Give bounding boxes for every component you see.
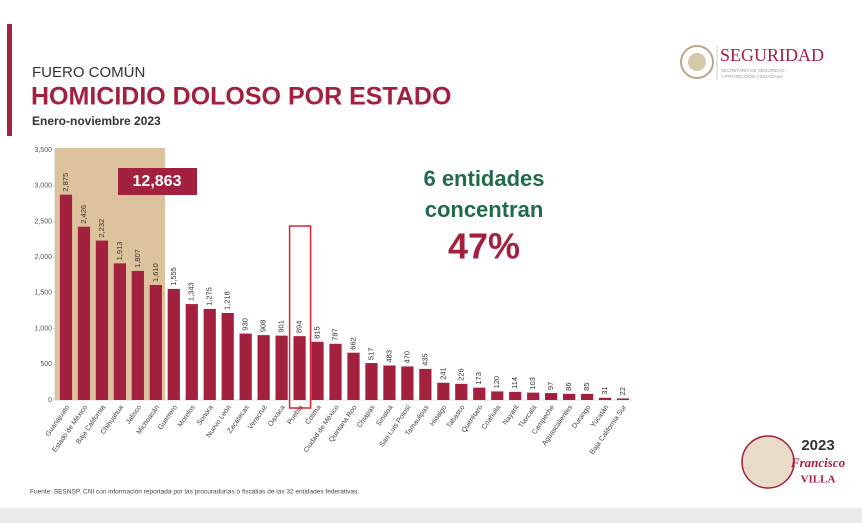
- value-label: 31: [600, 386, 609, 394]
- value-label: 787: [331, 328, 340, 341]
- logo-name: SEGURIDAD: [720, 45, 824, 65]
- annotation-box: [118, 168, 197, 195]
- value-label: 901: [277, 320, 286, 333]
- bar: [365, 363, 378, 400]
- value-label: 1,343: [187, 282, 196, 301]
- bar: [77, 226, 91, 400]
- value-label: 1,610: [151, 263, 160, 282]
- bar: [616, 398, 630, 400]
- emblem: [680, 45, 714, 79]
- bar: [491, 391, 504, 400]
- annotation: 6 entidades: [423, 166, 544, 191]
- value-label: 435: [420, 353, 429, 366]
- value-label: 930: [241, 318, 250, 331]
- kicker: FUERO COMÚN: [32, 64, 145, 81]
- highlight-outline: [288, 225, 312, 409]
- value-label: 2,875: [61, 173, 70, 192]
- y-tick-label: 2,500: [34, 218, 52, 225]
- subtitle: Enero-noviembre 2023: [32, 114, 161, 128]
- value-label: 1,275: [205, 287, 214, 306]
- bar: [419, 368, 432, 400]
- bar: [113, 263, 126, 400]
- emblem-center: [688, 53, 706, 71]
- value-label: 1,807: [133, 249, 142, 268]
- annotation: 12,863: [133, 173, 182, 190]
- bar: [509, 391, 522, 400]
- value-label: 22: [618, 387, 627, 395]
- y-tick-label: 1,500: [34, 290, 52, 297]
- value-label: 173: [474, 372, 483, 385]
- value-label: 86: [564, 383, 573, 391]
- bar: [239, 333, 252, 400]
- bar: [329, 343, 342, 400]
- annotation: 47%: [448, 226, 520, 267]
- y-tick-label: 3,500: [34, 147, 52, 154]
- bar: [221, 313, 234, 400]
- value-label: 662: [348, 337, 357, 350]
- value-label: 1,913: [115, 242, 124, 261]
- bar: [580, 393, 594, 400]
- bar: [311, 341, 324, 400]
- bar: [383, 365, 396, 400]
- value-label: 517: [366, 348, 375, 361]
- y-tick-label: 2,000: [34, 254, 52, 261]
- value-label: 894: [295, 321, 304, 334]
- badge-year: 2023: [801, 437, 834, 454]
- value-label: 815: [313, 326, 322, 339]
- bar: [257, 335, 270, 400]
- bar: [167, 288, 180, 400]
- value-label: 226: [456, 368, 465, 381]
- logo: SEGURIDAD SECRETARÍA DE SEGURIDAD Y PROT…: [680, 45, 824, 80]
- bar: [149, 285, 162, 400]
- badge-name: Francisco: [790, 455, 846, 470]
- bar: [185, 304, 198, 400]
- badge-portrait: [741, 435, 795, 489]
- logo-line: SECRETARÍA DE SEGURIDAD: [721, 67, 785, 73]
- y-tick-label: 1,000: [34, 325, 52, 332]
- bar: [95, 240, 109, 400]
- logo-line: Y PROTECCIÓN CIUDADANA: [721, 73, 783, 79]
- bar: [545, 393, 558, 400]
- value-label: 483: [384, 350, 393, 363]
- value-label: 1,555: [169, 267, 178, 286]
- bar: [275, 335, 288, 400]
- badge-name: VILLA: [801, 474, 836, 486]
- bar: [455, 383, 468, 400]
- bar: [598, 397, 612, 400]
- bar: [401, 366, 414, 400]
- y-tick-label: 3,000: [34, 183, 52, 190]
- value-label: 241: [438, 367, 447, 380]
- bar: [347, 352, 360, 400]
- value-label: 908: [259, 320, 268, 333]
- value-label: 120: [492, 376, 501, 389]
- badge: 2023 Francisco VILLA: [741, 435, 846, 489]
- bar: [131, 270, 144, 400]
- value-label: 103: [528, 377, 537, 390]
- bar: [203, 308, 216, 400]
- y-tick-label: 500: [40, 361, 52, 368]
- accent-bar: [7, 24, 12, 136]
- value-label: 97: [546, 382, 555, 390]
- value-label: 470: [402, 351, 411, 364]
- title: HOMICIDIO DOLOSO POR ESTADO: [31, 83, 451, 111]
- bar: [293, 336, 306, 400]
- bottom-band: [0, 508, 862, 523]
- value-label: 114: [510, 377, 519, 389]
- value-label: 85: [582, 383, 591, 391]
- bar: [437, 382, 450, 400]
- value-label: 2,426: [79, 205, 88, 224]
- value-label: 2,232: [97, 219, 106, 238]
- footer: Fuente: SESNSP. CNI con información repo…: [30, 489, 359, 496]
- y-tick-label: 0: [48, 397, 52, 404]
- annotation: concentran: [425, 197, 544, 222]
- bar: [527, 392, 540, 400]
- value-label: 1,218: [223, 291, 232, 310]
- bar: [473, 387, 486, 400]
- bar: [59, 194, 73, 400]
- bar: [563, 393, 576, 400]
